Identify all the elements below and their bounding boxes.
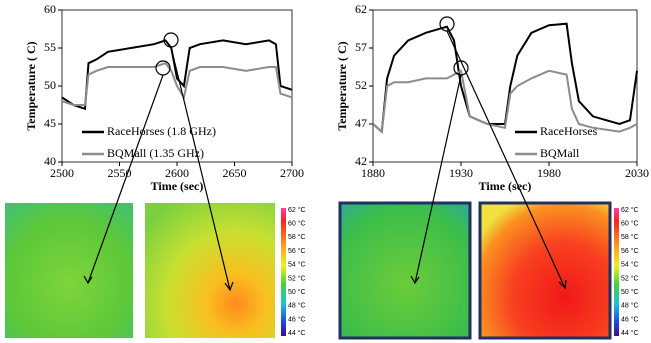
colorbar-label: 62 °C: [288, 206, 306, 214]
figure: 62 °C 60 °C 58 °C 56 °C 54 °C 52 °C 50 °C 48 °C…: [0, 0, 651, 343]
colorbar-label: 60 °C: [288, 220, 306, 228]
y-tick-label: 60: [44, 2, 56, 16]
thermal-image: [480, 203, 610, 338]
colorbar-label: 60 °C: [621, 220, 639, 228]
colorbar-label: 58 °C: [288, 233, 306, 241]
y-tick-label: 57: [355, 40, 367, 54]
colorbar-label: 44 °C: [288, 329, 306, 337]
colorbar-gradient: [281, 208, 286, 336]
x-axis-title: Time (sec): [151, 179, 204, 193]
x-tick-label: 2500: [50, 166, 74, 180]
colorbar-label: 56 °C: [288, 247, 306, 255]
colorbar: 62 °C 60 °C 58 °C 56 °C 54 °C 52 °C 50 °C 48 °C…: [281, 206, 306, 337]
y-axis-title: Temperature ( C): [24, 41, 38, 130]
colorbar-label: 48 °C: [288, 302, 306, 310]
y-tick-label: 45: [44, 116, 56, 130]
x-tick-label: 1880: [361, 166, 385, 180]
colorbar-label: 52 °C: [288, 274, 306, 282]
legend-label: RaceHorses (1.8 GHz): [107, 124, 216, 138]
colorbar-label: 54 °C: [621, 261, 639, 269]
colorbar-label: 44 °C: [621, 329, 639, 337]
x-tick-label: 2600: [165, 166, 189, 180]
x-tick-label: 1930: [449, 166, 473, 180]
x-tick-label: 2700: [280, 166, 304, 180]
thermal-image: [5, 203, 133, 338]
x-axis-title: Time (sec): [479, 179, 532, 193]
colorbar-gradient: [614, 208, 619, 336]
plot-area: [373, 10, 637, 162]
series-line: [62, 40, 292, 108]
colorbar-label: 62 °C: [621, 206, 639, 214]
x-tick-label: 2030: [625, 166, 649, 180]
legend-label: BQMall (1.35 GHz): [107, 146, 204, 160]
x-tick-label: 1980: [537, 166, 561, 180]
colorbar-label: 46 °C: [288, 315, 306, 323]
y-tick-label: 47: [355, 116, 367, 130]
colorbar-label: 46 °C: [621, 315, 639, 323]
series-line: [373, 24, 637, 132]
series-line: [373, 71, 637, 132]
colorbar-label: 50 °C: [621, 288, 639, 296]
colorbar-label: 56 °C: [621, 247, 639, 255]
colorbar-label: 50 °C: [288, 288, 306, 296]
colorbar: 62 °C 60 °C 58 °C 56 °C 54 °C 52 °C 50 °C 48 °C…: [614, 206, 639, 337]
colorbar-label: 58 °C: [621, 233, 639, 241]
colorbar-label: 54 °C: [288, 261, 306, 269]
y-tick-label: 62: [355, 2, 367, 16]
y-tick-label: 52: [355, 78, 367, 92]
x-tick-label: 2650: [223, 166, 247, 180]
colorbar-label: 52 °C: [621, 274, 639, 282]
legend-label: BQMall: [540, 146, 580, 160]
thermal-image: [340, 203, 470, 338]
y-axis-title: Temperature ( C): [335, 41, 349, 130]
y-tick-label: 50: [44, 78, 56, 92]
thermal-image: [145, 203, 275, 338]
y-tick-label: 55: [44, 40, 56, 54]
colorbar-label: 48 °C: [621, 302, 639, 310]
